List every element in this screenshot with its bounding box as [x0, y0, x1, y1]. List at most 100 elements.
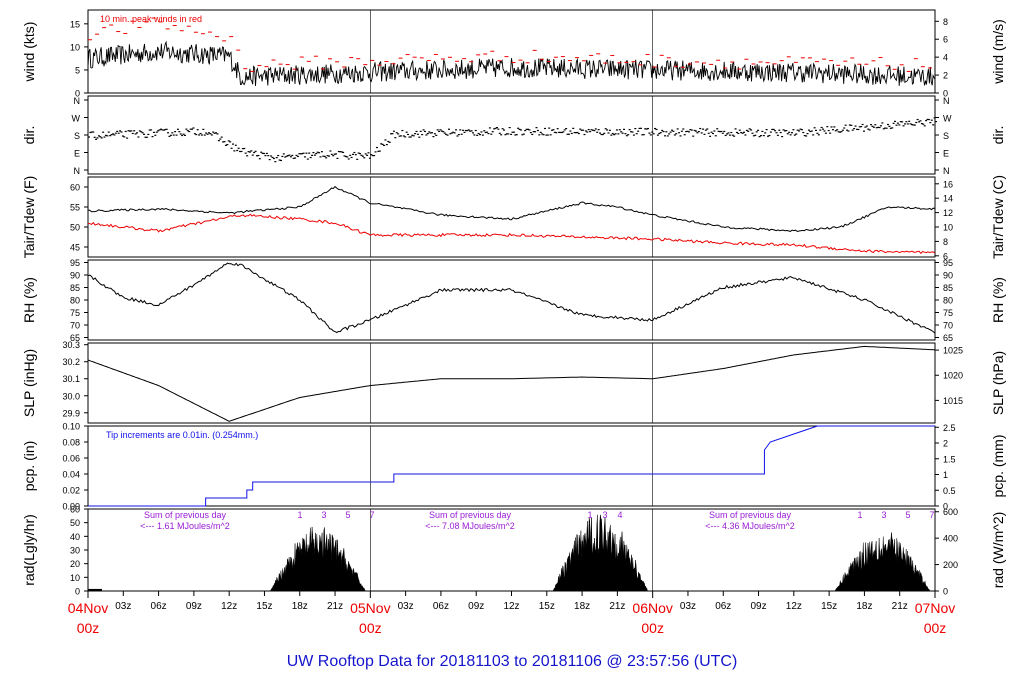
- tick-label: 5: [75, 65, 80, 75]
- tick-label: 15: [70, 19, 80, 29]
- tick-label: 30.2: [62, 357, 80, 367]
- tick-label: 29.9: [62, 408, 80, 418]
- tick-label: 60: [70, 505, 80, 515]
- tick-label: 55: [70, 203, 80, 213]
- radiation-day-area: [834, 532, 935, 592]
- x-tick-label: 21z: [892, 601, 908, 612]
- tick-label: 75: [70, 308, 80, 318]
- x-tick-label: 09z: [750, 601, 766, 612]
- tick-label: 30.3: [62, 340, 80, 350]
- x-tick-label: 15z: [539, 601, 555, 612]
- y-axis-label: SLP (inHg): [21, 349, 37, 417]
- panel-frame: [87, 9, 936, 94]
- tick-label: S: [943, 131, 949, 141]
- x-tick-label: 06z: [715, 601, 731, 612]
- tick-label: 0.02: [62, 486, 80, 496]
- x-axis: 03z 06z 09z 12z 15z 18z 21z 03z 06z 09z 12z 15z 18z 2…: [68, 590, 955, 636]
- x-tick-label: 12z: [503, 601, 519, 612]
- tick-label: 1.5: [943, 454, 956, 464]
- tick-label: 10: [70, 42, 80, 52]
- hour-mark: 1: [297, 510, 302, 520]
- tick-label: 85: [943, 283, 953, 293]
- tick-label: 1020: [943, 371, 963, 381]
- tick-label: 8: [943, 237, 948, 247]
- series-line: [87, 185, 936, 233]
- sum-annotation: Sum of previous day: [429, 510, 512, 520]
- tick-label: 95: [943, 258, 953, 268]
- y-axis-label-right: wind (m/s): [990, 19, 1006, 85]
- y-axis-label: Tair/Tdew (F): [21, 176, 37, 258]
- x-tick-label: 12z: [221, 601, 237, 612]
- hour-mark: 7: [369, 510, 374, 520]
- tick-label: 0: [943, 502, 948, 512]
- x-tick-label: 21z: [327, 601, 343, 612]
- series-line: [87, 345, 936, 422]
- tick-label: 65: [70, 333, 80, 343]
- tick-label: 4: [943, 53, 948, 63]
- hour-mark: 1: [857, 510, 862, 520]
- tick-label: 30.0: [62, 391, 80, 401]
- x-tick-label: 18z: [292, 601, 308, 612]
- tick-label: 0: [75, 587, 80, 597]
- page-title: UW Rooftop Data for 20181103 to 20181106…: [287, 653, 738, 670]
- panel-wind: wind (kts) wind (m/s) 0 5 10 15 0 2 4 6 8 10 min. p…: [21, 9, 1006, 99]
- x-tick-label: 09z: [186, 601, 202, 612]
- tick-label: 60: [70, 183, 80, 193]
- panel-frame: [87, 425, 936, 507]
- tick-label: 80: [70, 296, 80, 306]
- tick-label: 8: [943, 17, 948, 27]
- tick-label: 0.00: [62, 502, 80, 512]
- tick-label: 0.06: [62, 454, 80, 464]
- tick-label: 50: [70, 223, 80, 233]
- y-axis-label-right: RH (%): [990, 277, 1006, 323]
- tick-label: 85: [70, 283, 80, 293]
- x-tick-label: 06z: [151, 601, 167, 612]
- tick-label: 70: [70, 321, 80, 331]
- x-tick-label: 15z: [821, 601, 837, 612]
- tick-label: W: [72, 114, 81, 124]
- y-axis-label: pcp. (in): [21, 441, 37, 492]
- panel-slp: SLP (inHg) SLP (hPa) 29.9 30.0 30.1 30.2 30.3 1…: [21, 340, 1006, 424]
- tick-label: 14: [943, 194, 953, 204]
- panel-rad: rad(Lgly/hr) rad (W/m^2)01020304050600200…: [21, 505, 1006, 597]
- tick-label: 2: [943, 71, 948, 81]
- tick-label: 0.5: [943, 486, 956, 496]
- day-hour-label: 00z: [924, 620, 947, 636]
- tick-label: 95: [70, 258, 80, 268]
- y-axis-label-right: pcp. (mm): [990, 435, 1006, 498]
- tick-label: 70: [943, 321, 953, 331]
- tick-label: 2: [943, 439, 948, 449]
- tick-label: 6: [943, 251, 948, 261]
- y-axis-label-right: rad (W/m^2): [990, 512, 1006, 589]
- series-line: [87, 213, 936, 255]
- y-axis-label: rad(Lgly/hr): [21, 514, 37, 586]
- day-label: 04Nov: [68, 600, 108, 616]
- tick-label: 65: [943, 333, 953, 343]
- tick-label: 0.04: [62, 470, 80, 480]
- tick-label: 0.08: [62, 438, 80, 448]
- tick-label: 0: [75, 89, 80, 99]
- series-line: [87, 262, 936, 334]
- day-label: 07Nov: [915, 600, 955, 616]
- y-axis-label-right: dir.: [990, 126, 1006, 145]
- hour-mark: 4: [617, 510, 622, 520]
- tick-label: 50: [70, 518, 80, 528]
- tick-label: 30.1: [62, 374, 80, 384]
- tick-label: E: [74, 149, 80, 159]
- tick-label: 1025: [943, 346, 963, 356]
- day-hour-label: 00z: [641, 620, 664, 636]
- tick-label: N: [943, 96, 950, 106]
- panel-temp: Tair/Tdew (F) Tair/Tdew (C) 45 50 55 60 6 8 10 12…: [21, 175, 1006, 261]
- x-tick-label: 12z: [786, 601, 802, 612]
- hour-mark: 3: [602, 510, 607, 520]
- x-tick-label: 06z: [433, 601, 449, 612]
- tick-label: 12: [943, 208, 953, 218]
- y-axis-label: wind (kts): [21, 22, 37, 83]
- sum-annotation: Sum of previous day: [709, 510, 792, 520]
- tick-label: 75: [943, 308, 953, 318]
- tick-label: S: [74, 131, 80, 141]
- tick-label: 0: [943, 89, 948, 99]
- tick-label: 200: [943, 560, 958, 570]
- tick-label: 0.10: [62, 422, 80, 432]
